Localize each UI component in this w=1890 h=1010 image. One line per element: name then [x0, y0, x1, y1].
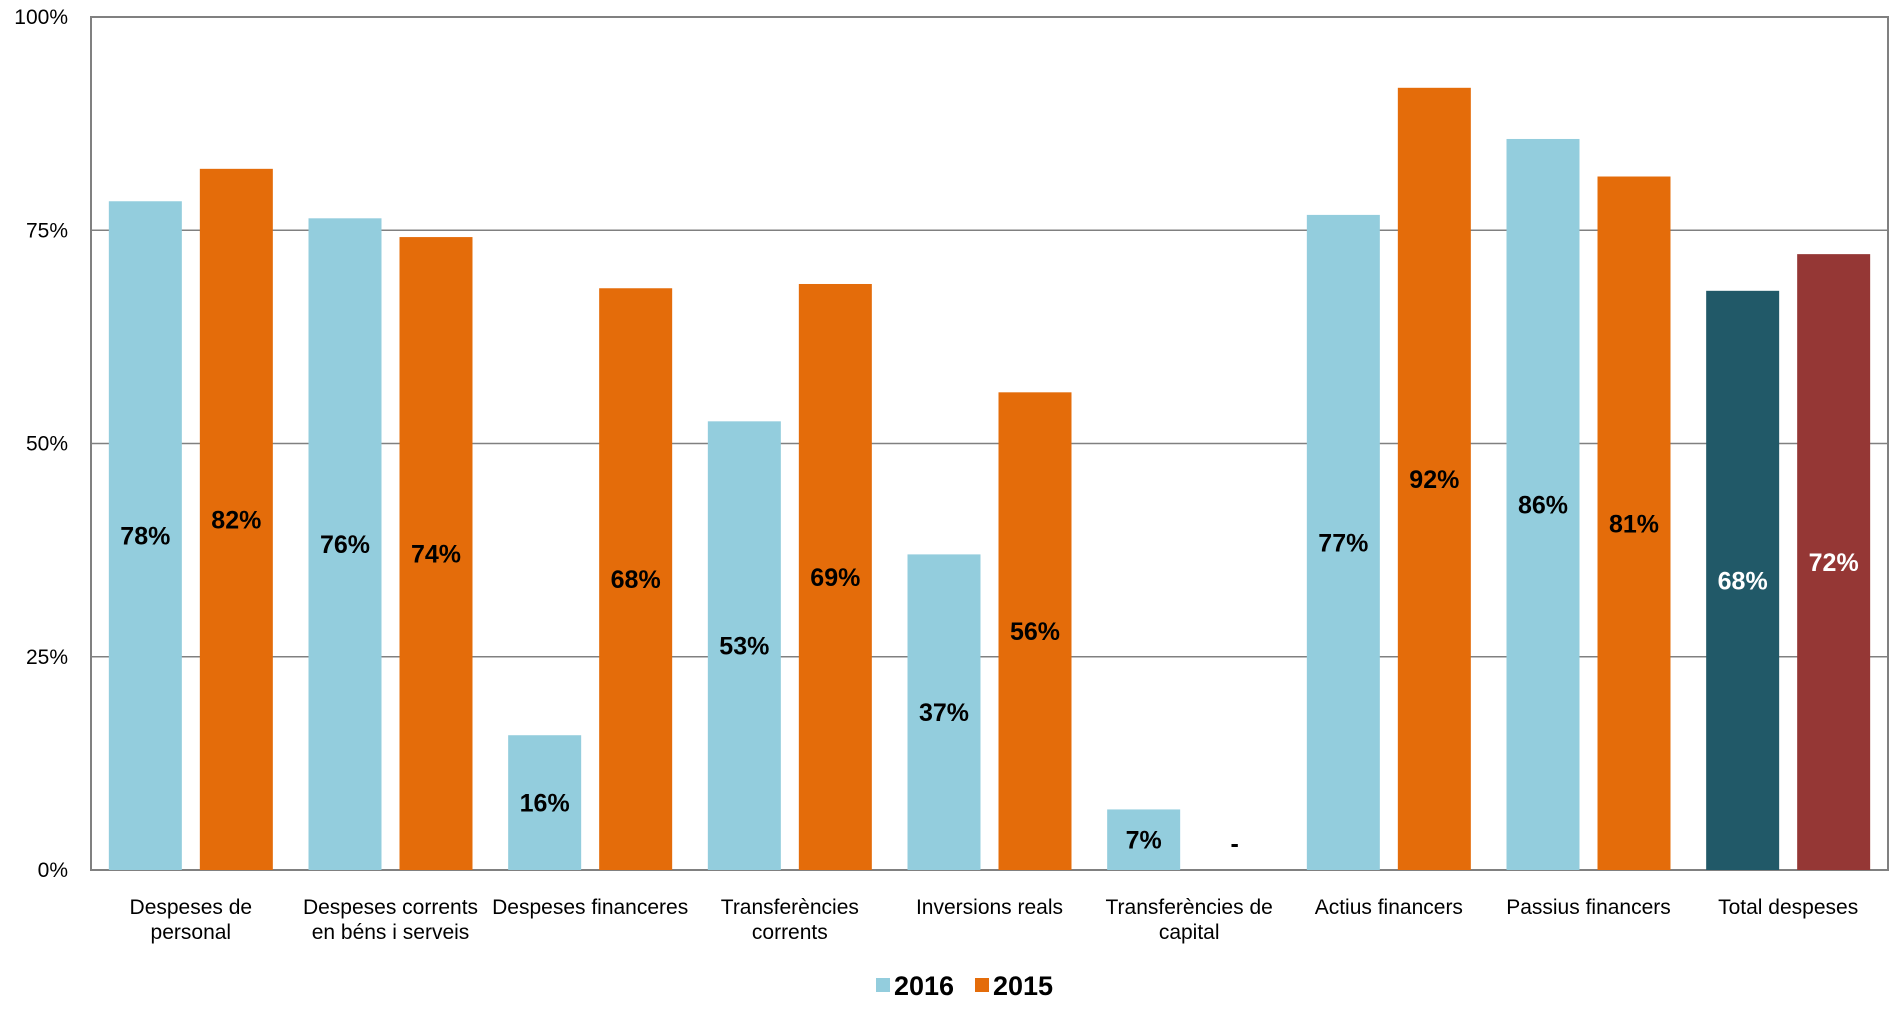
- x-category-label: Total despeses: [1718, 896, 1858, 919]
- y-tick-label: 100%: [14, 6, 68, 29]
- bar-2016-1: [308, 218, 382, 871]
- x-category-label: en béns i serveis: [312, 921, 470, 944]
- bar-2015-6: [1397, 87, 1471, 870]
- bar-2015-1: [399, 237, 473, 871]
- x-category-label: personal: [151, 921, 232, 944]
- legend-label-2015: 2015: [993, 971, 1053, 1001]
- data-label: 82%: [211, 506, 261, 534]
- y-tick-label: 25%: [26, 646, 68, 669]
- bar-2016-4: [907, 554, 981, 870]
- y-tick-label: 75%: [26, 219, 68, 242]
- data-label: 68%: [1718, 567, 1768, 595]
- data-label: 86%: [1518, 491, 1568, 519]
- bar-2015-0: [199, 168, 273, 871]
- x-category-label: Inversions reals: [916, 896, 1063, 919]
- bar-2016-8: [1706, 290, 1780, 870]
- bar-2016-0: [108, 201, 182, 871]
- x-category-label: Actius financers: [1315, 896, 1463, 919]
- bar-2016-7: [1506, 138, 1580, 870]
- data-label: 74%: [411, 541, 461, 569]
- x-category-label: Despeses financeres: [492, 896, 688, 919]
- x-category-label: Transferències: [721, 896, 859, 919]
- bar-2016-2: [508, 735, 582, 870]
- plot-area-border: [90, 16, 1889, 871]
- data-label: 76%: [320, 531, 370, 559]
- data-label: 68%: [611, 566, 661, 594]
- legend-swatch-2015: [975, 978, 989, 992]
- data-label: 81%: [1609, 510, 1659, 538]
- data-label: 37%: [919, 699, 969, 727]
- bar-2016-5: [1107, 809, 1181, 870]
- bar-2015-7: [1597, 176, 1671, 871]
- data-label: -: [1231, 830, 1239, 858]
- x-category-label: Passius financers: [1506, 896, 1671, 919]
- data-label: 53%: [719, 633, 769, 661]
- bar-2015-2: [599, 288, 673, 870]
- x-category-label: capital: [1159, 921, 1220, 944]
- data-label: 69%: [810, 564, 860, 592]
- bar-2016-3: [707, 421, 781, 870]
- x-category-label: corrents: [752, 921, 828, 944]
- x-category-label: Despeses corrents: [303, 896, 478, 919]
- data-label: 72%: [1809, 549, 1859, 577]
- x-category-label: Despeses de: [130, 896, 253, 919]
- data-label: 7%: [1126, 827, 1162, 855]
- y-tick-label: 50%: [26, 433, 68, 456]
- data-label: 56%: [1010, 618, 1060, 646]
- data-label: 78%: [120, 523, 170, 551]
- legend-label-2016: 2016: [894, 971, 954, 1001]
- y-tick-label: 0%: [38, 859, 68, 882]
- bar-2015-3: [798, 283, 872, 870]
- x-category-label: Transferències de: [1106, 896, 1273, 919]
- data-label: 16%: [520, 790, 570, 818]
- legend-swatch-2016: [876, 978, 890, 992]
- bar-2016-6: [1306, 214, 1380, 870]
- data-label: 77%: [1318, 529, 1368, 557]
- data-label: 92%: [1409, 466, 1459, 494]
- bar-2015-4: [998, 392, 1072, 870]
- bar-2015-8: [1797, 254, 1871, 870]
